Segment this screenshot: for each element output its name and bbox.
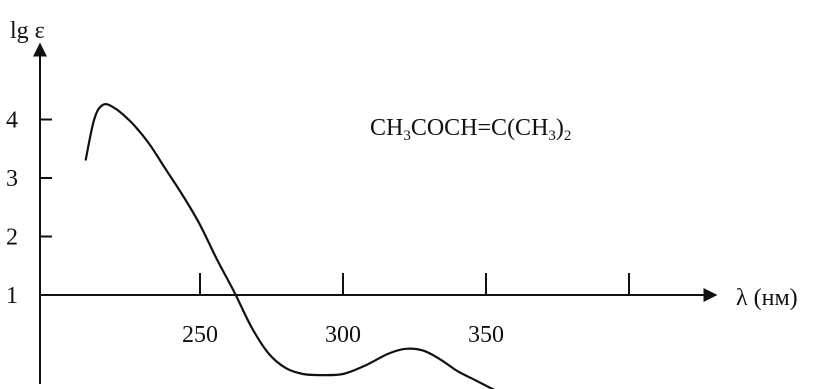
y-tick-label: 4	[6, 108, 18, 134]
absorption-curve	[84, 103, 495, 389]
x-tick-label: 350	[468, 322, 504, 348]
y-tick-label: 2	[6, 225, 18, 251]
y-axis-label: lg ε	[10, 18, 45, 44]
x-tick-label: 300	[325, 322, 361, 348]
formula-subscript: 3	[548, 128, 556, 144]
formula-part: CH	[370, 115, 403, 141]
formula-subscript: 2	[564, 128, 572, 144]
y-ticks: 4 3 2 1	[6, 108, 52, 309]
x-tick-label: 250	[182, 322, 218, 348]
x-axis-label: λ (нм)	[736, 285, 798, 311]
y-tick-label: 3	[6, 166, 18, 192]
compound-formula: CH3COCH=C(CH3)2	[370, 115, 571, 144]
formula-subscript: 3	[403, 128, 411, 144]
formula-part: )	[556, 115, 564, 141]
y-tick-label: 1	[6, 283, 18, 309]
x-ticks: 250 300 350	[182, 273, 630, 348]
formula-part: COCH=C(CH	[411, 115, 549, 141]
